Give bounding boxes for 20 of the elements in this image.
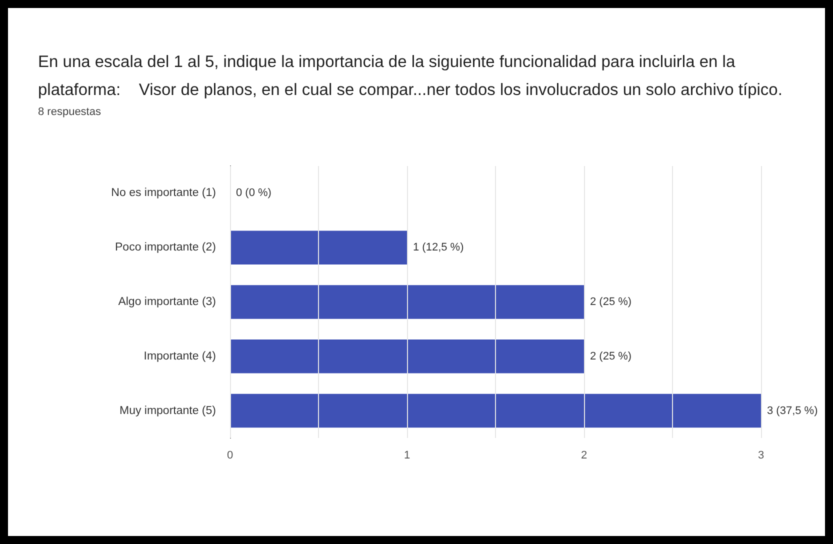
text: 8 respuestas (38, 106, 101, 118)
data-label: 0 (0 %) (236, 187, 272, 200)
chart-title: En una escala del 1 al 5, indique la importancia de la siguiente funcionalidad para incluirla en la plataforma: Visor de planos, en el cual se compar...ner todos los involucrados un solo archivo típico. (38, 52, 784, 101)
bar (230, 340, 584, 374)
y-tick-label: Poco importante (2) (115, 242, 216, 254)
data-label: 2 (25 %) (590, 296, 632, 308)
y-tick-label: Muy importante (5) (119, 404, 216, 417)
data-label: 1 (12,5 %) (413, 242, 464, 254)
x-tick-label: 1 (404, 450, 410, 462)
y-tick-label: Algo importante (3) (118, 296, 216, 308)
bar (230, 394, 761, 428)
y-tick-label: No es importante (1) (111, 187, 216, 200)
data-label: 3 (37,5 %) (767, 404, 818, 417)
data-label: 2 (25 %) (590, 350, 632, 362)
bar (230, 230, 407, 264)
bar (230, 285, 584, 319)
x-tick-label: 3 (758, 450, 764, 462)
x-tick-label: 0 (226, 450, 234, 462)
y-tick-label: Importante (4) (144, 350, 216, 362)
x-tick-label: 2 (580, 450, 588, 462)
